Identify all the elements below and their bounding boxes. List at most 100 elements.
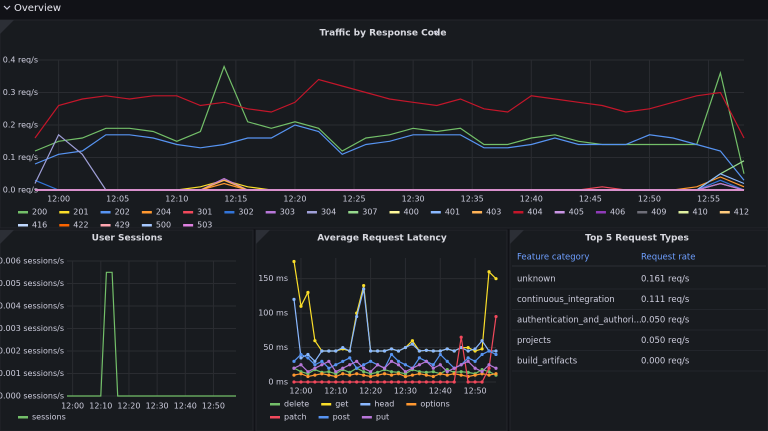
series-line bbox=[34, 78, 745, 139]
legend-label[interactable]: delete bbox=[284, 400, 309, 409]
legend-item[interactable]: sessions bbox=[18, 413, 66, 422]
legend-item[interactable]: 429 bbox=[100, 221, 130, 230]
legend-item[interactable]: head bbox=[360, 400, 394, 409]
legend-label[interactable]: 410 bbox=[693, 208, 708, 217]
legend-item[interactable]: 301 bbox=[183, 208, 212, 217]
data-point bbox=[348, 373, 352, 377]
legend-item[interactable]: 404 bbox=[513, 208, 543, 217]
legend-item[interactable]: options bbox=[406, 400, 450, 409]
legend-label[interactable]: patch bbox=[284, 413, 307, 422]
data-point bbox=[424, 348, 428, 352]
legend-swatch bbox=[472, 211, 483, 214]
row-chevron[interactable] bbox=[3, 5, 11, 10]
table-header[interactable]: Feature category bbox=[517, 253, 589, 263]
legend-item[interactable]: 304 bbox=[306, 208, 336, 217]
legend-item[interactable]: 307 bbox=[348, 208, 378, 217]
data-point bbox=[473, 347, 477, 351]
legend-item[interactable]: 403 bbox=[472, 208, 501, 217]
legend-item[interactable]: delete bbox=[270, 400, 309, 409]
legend-item[interactable]: 201 bbox=[59, 208, 89, 217]
panel-title[interactable]: Traffic by Response Code bbox=[320, 29, 447, 39]
data-point bbox=[494, 372, 498, 376]
data-point bbox=[375, 363, 380, 367]
legend-item[interactable]: 409 bbox=[637, 208, 667, 217]
legend-label[interactable]: 404 bbox=[527, 208, 542, 217]
data-point bbox=[431, 366, 435, 370]
legend-label[interactable]: 409 bbox=[651, 208, 666, 217]
legend-label[interactable]: 405 bbox=[569, 208, 584, 217]
legend-item[interactable]: 412 bbox=[719, 208, 749, 217]
data-point bbox=[438, 352, 442, 357]
data-point bbox=[348, 363, 352, 367]
data-point bbox=[348, 370, 352, 374]
legend-label[interactable]: sessions bbox=[32, 413, 66, 422]
panel-title[interactable]: User Sessions bbox=[92, 234, 163, 244]
panel bbox=[0, 229, 254, 431]
legend-label[interactable]: 202 bbox=[115, 208, 130, 217]
legend-label[interactable]: post bbox=[333, 413, 350, 422]
legend-label[interactable]: 200 bbox=[32, 208, 47, 217]
data-point bbox=[382, 349, 387, 353]
legend-label[interactable]: 500 bbox=[156, 221, 171, 230]
panel-title[interactable]: Average Request Latency bbox=[317, 234, 447, 244]
legend-swatch bbox=[183, 224, 194, 227]
legend-label[interactable]: 429 bbox=[115, 221, 130, 230]
legend-label[interactable]: 303 bbox=[280, 208, 295, 217]
legend-item[interactable]: 410 bbox=[678, 208, 708, 217]
legend-label[interactable]: 416 bbox=[32, 221, 47, 230]
legend-label[interactable]: 503 bbox=[197, 221, 212, 230]
legend-item[interactable]: 416 bbox=[18, 221, 47, 230]
legend-item[interactable]: 302 bbox=[224, 208, 254, 217]
legend-item[interactable]: patch bbox=[270, 413, 307, 422]
info-corner[interactable] bbox=[0, 20, 14, 34]
legend-item[interactable]: 405 bbox=[554, 208, 584, 217]
legend-item[interactable]: 503 bbox=[183, 221, 212, 230]
panel bbox=[0, 19, 768, 229]
data-point bbox=[431, 363, 435, 367]
info-corner[interactable] bbox=[256, 230, 270, 244]
data-point bbox=[382, 372, 387, 376]
legend-label[interactable]: 422 bbox=[73, 221, 88, 230]
legend-label[interactable]: put bbox=[376, 413, 389, 422]
legend-label[interactable]: 301 bbox=[197, 208, 212, 217]
legend-item[interactable]: get bbox=[321, 400, 348, 409]
legend-item[interactable]: 204 bbox=[141, 208, 171, 217]
title-menu-chevron[interactable] bbox=[433, 30, 440, 35]
legend-swatch bbox=[306, 211, 317, 214]
info-corner[interactable] bbox=[510, 230, 524, 244]
legend-label[interactable]: 400 bbox=[404, 208, 419, 217]
legend-label[interactable]: 201 bbox=[73, 208, 88, 217]
legend-label[interactable]: 403 bbox=[486, 208, 501, 217]
legend-label[interactable]: 412 bbox=[734, 208, 749, 217]
legend-item[interactable]: 401 bbox=[430, 208, 460, 217]
data-point bbox=[362, 366, 366, 370]
panel-title[interactable]: Top 5 Request Types bbox=[585, 234, 689, 244]
data-point bbox=[424, 373, 428, 377]
legend-label[interactable]: 406 bbox=[610, 208, 625, 217]
legend-item[interactable]: 303 bbox=[265, 208, 295, 217]
legend-item[interactable]: 406 bbox=[595, 208, 625, 217]
legend-label[interactable]: get bbox=[335, 400, 348, 409]
legend-label[interactable]: 307 bbox=[362, 208, 377, 217]
legend-label[interactable]: 401 bbox=[445, 208, 460, 217]
legend-label[interactable]: 304 bbox=[321, 208, 336, 217]
legend-label[interactable]: head bbox=[374, 400, 394, 409]
legend-label[interactable]: options bbox=[420, 400, 449, 409]
legend-item[interactable]: 400 bbox=[389, 208, 419, 217]
legend-item[interactable]: 422 bbox=[59, 221, 89, 230]
data-point bbox=[292, 297, 296, 301]
table-header[interactable]: Request rate bbox=[641, 253, 696, 263]
data-point bbox=[438, 349, 442, 353]
y-tick-label: 0.3 req/s bbox=[3, 88, 38, 97]
legend-item[interactable]: 500 bbox=[141, 221, 171, 230]
info-corner[interactable] bbox=[0, 230, 14, 244]
legend-item[interactable]: put bbox=[361, 413, 389, 422]
x-tick-label: 12:30 bbox=[146, 402, 169, 411]
row-title[interactable]: Overview bbox=[14, 3, 61, 14]
data-point bbox=[459, 363, 463, 367]
legend-item[interactable]: 200 bbox=[18, 208, 47, 217]
legend-item[interactable]: 202 bbox=[100, 208, 130, 217]
legend-label[interactable]: 302 bbox=[238, 208, 253, 217]
legend-label[interactable]: 204 bbox=[156, 208, 171, 217]
legend-item[interactable]: post bbox=[318, 413, 350, 422]
